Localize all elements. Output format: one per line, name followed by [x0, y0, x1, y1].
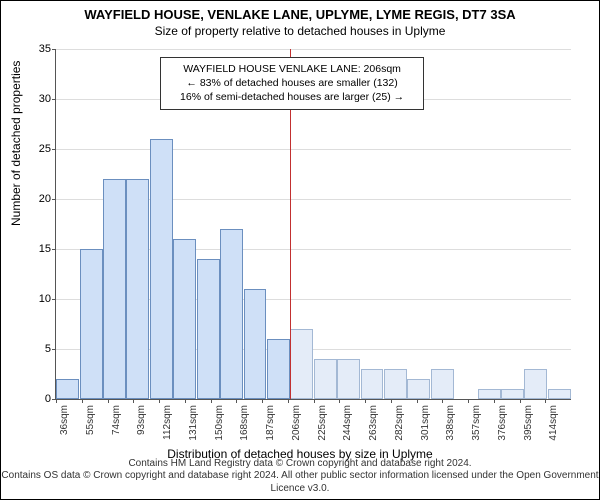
y-tick-label: 0	[26, 393, 51, 405]
footer: Contains HM Land Registry data © Crown c…	[1, 458, 599, 496]
histogram-bar	[361, 369, 384, 399]
histogram-bar	[244, 289, 267, 399]
histogram-bar	[103, 179, 126, 399]
histogram-bar	[431, 369, 454, 399]
histogram-bar	[173, 239, 196, 399]
histogram-bar	[197, 259, 220, 399]
histogram-bar	[314, 359, 337, 399]
annotation-box: WAYFIELD HOUSE VENLAKE LANE: 206sqm← 83%…	[160, 57, 424, 110]
histogram-bar	[478, 389, 501, 399]
y-tick-label: 15	[26, 243, 51, 255]
y-gridline	[56, 149, 571, 150]
chart-subtitle: Size of property relative to detached ho…	[1, 22, 599, 38]
annotation-line-1: WAYFIELD HOUSE VENLAKE LANE: 206sqm	[169, 62, 415, 76]
y-tick-label: 20	[26, 193, 51, 205]
y-tick-label: 5	[26, 343, 51, 355]
histogram-bar	[407, 379, 430, 399]
y-tick-label: 10	[26, 293, 51, 305]
plot-area: 0510152025303536sqm55sqm74sqm93sqm112sqm…	[56, 49, 571, 399]
histogram-bar	[290, 329, 313, 399]
histogram-bar	[337, 359, 360, 399]
y-axis-label: Number of detached properties	[9, 61, 23, 226]
histogram-bar	[524, 369, 547, 399]
histogram-bar	[80, 249, 103, 399]
footer-line-2: Contains OS data © Crown copyright and d…	[1, 470, 599, 495]
y-gridline	[56, 49, 571, 50]
y-tick-label: 25	[26, 143, 51, 155]
footer-line-1: Contains HM Land Registry data © Crown c…	[1, 458, 599, 471]
annotation-line-3: 16% of semi-detached houses are larger (…	[169, 90, 415, 104]
chart-title: WAYFIELD HOUSE, VENLAKE LANE, UPLYME, LY…	[1, 1, 599, 22]
histogram-bar	[267, 339, 290, 399]
histogram-bar	[126, 179, 149, 399]
histogram-bar	[384, 369, 407, 399]
histogram-bar	[220, 229, 243, 399]
annotation-line-2: ← 83% of detached houses are smaller (13…	[169, 76, 415, 90]
histogram-bar	[548, 389, 571, 399]
y-tick-label: 30	[26, 93, 51, 105]
y-tick-label: 35	[26, 43, 51, 55]
x-axis-line	[56, 399, 571, 400]
histogram-bar	[56, 379, 79, 399]
y-axis-line	[55, 49, 56, 399]
histogram-bar	[150, 139, 173, 399]
histogram-bar	[501, 389, 524, 399]
chart-container: WAYFIELD HOUSE, VENLAKE LANE, UPLYME, LY…	[0, 0, 600, 500]
